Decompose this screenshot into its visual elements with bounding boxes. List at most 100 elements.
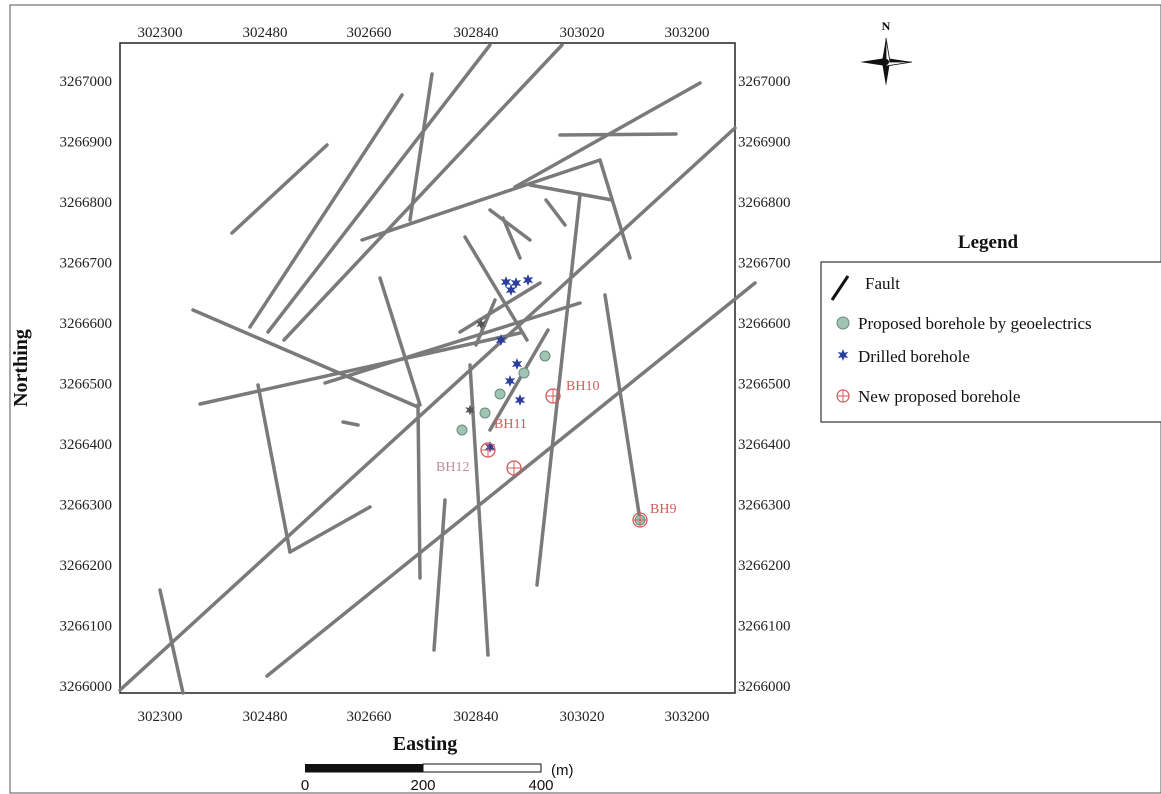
fault-line: [468, 363, 490, 657]
fault-line: [458, 281, 542, 334]
new-proposed-borehole: [545, 388, 561, 404]
y-tick-labels-left: 3267000 3266900 3266800 3266700 3266600 32665…: [60, 74, 113, 695]
legend-item-fault: Fault: [830, 274, 900, 301]
fault-line: [265, 281, 757, 678]
fault-line: [408, 72, 434, 222]
y-tick-label-right: 3266300: [738, 498, 791, 514]
drilled-borehole-star: [522, 274, 534, 286]
legend-item-proposed-geoelectrics: Proposed borehole by geoelectrics: [836, 314, 1092, 333]
y-tick-label-left: 3266500: [60, 377, 113, 393]
fault-line: [463, 235, 529, 342]
geoelectric-borehole-circle: [518, 367, 530, 379]
drilled-borehole-star: [476, 318, 486, 330]
fault-line: [288, 505, 372, 554]
y-tick-label-left: 3266100: [60, 619, 113, 635]
legend-item-new-proposed: New proposed borehole: [836, 387, 1020, 406]
scale-bar: 0 200 400 (m): [301, 762, 574, 794]
fault-line: [198, 331, 522, 406]
drilled-borehole-star: [495, 334, 507, 346]
map-frame: [119, 42, 736, 694]
y-tick-label-right: 3266900: [738, 135, 791, 151]
y-tick-label-left: 3266300: [60, 498, 113, 514]
x-tick-label-top: 302660: [347, 25, 392, 41]
fault-line: [488, 208, 532, 242]
y-tick-label-left: 3267000: [60, 74, 113, 90]
scale-label-400: 400: [528, 777, 553, 794]
new-proposed-borehole: [632, 512, 648, 528]
fault-lines: [118, 43, 757, 695]
fault-line: [323, 301, 582, 385]
drilled-borehole-star: [511, 358, 523, 370]
borehole-label: BH11: [494, 417, 527, 432]
drilled-borehole-star: [510, 277, 522, 289]
fault-line: [266, 43, 492, 334]
fault-line: [501, 216, 522, 260]
x-tick-labels-top: 302300 302480 302660 302840 303020 303200: [138, 25, 710, 41]
drilled-borehole-star: [500, 276, 512, 288]
geoelectric-borehole-circle: [479, 407, 491, 419]
y-tick-label-right: 3266800: [738, 195, 791, 211]
x-tick-label-top: 303020: [560, 25, 605, 41]
geoelectric-borehole-circle: [456, 424, 468, 436]
borehole-label: BH10: [566, 379, 599, 394]
fault-line: [598, 158, 632, 260]
fault-line: [341, 420, 360, 427]
y-tick-label-right: 3266600: [738, 316, 791, 332]
x-tick-label-top: 303200: [665, 25, 710, 41]
x-tick-label-bottom: 302840: [454, 709, 499, 725]
borehole-label: BH9: [650, 502, 676, 517]
fault-line: [230, 143, 329, 235]
y-tick-label-right: 3266500: [738, 377, 791, 393]
fault-line: [544, 198, 567, 227]
y-tick-label-left: 3266200: [60, 558, 113, 574]
fault-line: [378, 276, 422, 407]
x-tick-label-bottom: 302480: [243, 709, 288, 725]
y-tick-label-left: 3266400: [60, 437, 113, 453]
y-tick-label-left: 3266600: [60, 316, 113, 332]
y-axis-title: Northing: [10, 329, 32, 407]
legend-item-drilled: Drilled borehole: [837, 347, 970, 366]
legend: Legend Fault Proposed borehole by geoele…: [820, 232, 1161, 423]
blue-star-icon: [837, 349, 849, 361]
y-tick-label-left: 3266800: [60, 195, 113, 211]
fault-line: [558, 132, 678, 137]
fault-line: [282, 43, 564, 342]
fault-line: [118, 126, 737, 692]
borehole-markers: BH9 BH10 BH11 BH12: [436, 274, 676, 528]
x-axis-title: Easting: [393, 733, 457, 755]
fault-line: [248, 93, 404, 329]
y-tick-label-right: 3266100: [738, 619, 791, 635]
geoelectric-borehole-circle: [539, 350, 551, 362]
new-proposed-borehole: [480, 442, 496, 458]
scale-unit: (m): [551, 762, 574, 779]
scale-label-200: 200: [410, 777, 435, 794]
legend-box: [820, 261, 1161, 423]
fault-line: [603, 293, 642, 522]
drilled-borehole-star: [504, 375, 516, 387]
y-tick-label-right: 3266200: [738, 558, 791, 574]
drilled-borehole-star: [505, 284, 517, 296]
fault-line: [158, 588, 185, 695]
fault-line: [416, 403, 422, 580]
drilled-borehole-star: [484, 441, 496, 453]
circled-plus-icon: [836, 389, 850, 403]
scale-label-0: 0: [301, 777, 309, 794]
x-tick-label-top: 302480: [243, 25, 288, 41]
x-tick-label-top: 302300: [138, 25, 183, 41]
fault-line: [528, 183, 614, 202]
geoelectric-borehole-circle: [494, 388, 506, 400]
legend-label-new-proposed: New proposed borehole: [858, 387, 1020, 406]
legend-title: Legend: [958, 232, 1019, 253]
fault-line-icon: [830, 275, 850, 301]
new-proposed-borehole: [506, 460, 522, 476]
north-arrow-icon: [860, 37, 913, 86]
x-tick-labels-bottom: 302300 302480 302660 302840 303020 303200: [138, 709, 710, 725]
y-tick-label-right: 3266400: [738, 437, 791, 453]
fault-line: [488, 328, 550, 432]
y-tick-label-right: 3266000: [738, 679, 791, 695]
x-tick-label-bottom: 303200: [665, 709, 710, 725]
y-tick-label-left: 3266700: [60, 256, 113, 272]
fault-line: [535, 193, 582, 587]
legend-label-drilled: Drilled borehole: [858, 347, 970, 366]
